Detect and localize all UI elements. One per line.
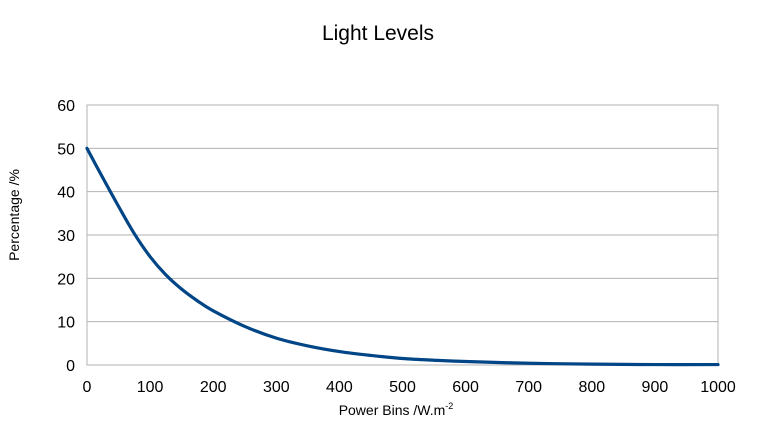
series-layer xyxy=(85,146,720,367)
x-axis-label-base: Power Bins /W.m xyxy=(339,402,446,418)
y-axis-label: Percentage /% xyxy=(6,169,22,261)
y-tick-label: 10 xyxy=(57,315,75,332)
y-tick-label: 20 xyxy=(57,271,75,288)
x-axis-ticks: 0 100 200 300 400 500 600 700 800 900 1000 xyxy=(83,379,736,396)
x-tick-label: 600 xyxy=(452,379,479,396)
y-tick-label: 40 xyxy=(57,185,75,202)
chart-title: Light Levels xyxy=(322,22,434,45)
x-tick-label: 400 xyxy=(326,379,353,396)
x-axis-label-superscript: -2 xyxy=(445,401,453,411)
x-tick-label: 500 xyxy=(389,379,416,396)
x-tick-label: 300 xyxy=(263,379,290,396)
x-tick-label: 0 xyxy=(83,379,92,396)
x-tick-label: 900 xyxy=(642,379,669,396)
grid-lines xyxy=(87,104,718,366)
x-tick-label: 700 xyxy=(515,379,542,396)
y-axis-ticks: 0 10 20 30 40 50 60 xyxy=(57,98,75,375)
y-tick-label: 60 xyxy=(57,98,75,115)
series-line-0 xyxy=(85,146,720,367)
x-tick-label: 1000 xyxy=(700,379,736,396)
plot-area xyxy=(86,104,719,366)
x-tick-label: 100 xyxy=(137,379,164,396)
y-tick-label: 30 xyxy=(57,228,75,245)
x-tick-label: 200 xyxy=(200,379,227,396)
y-tick-label: 50 xyxy=(57,141,75,158)
x-tick-label: 800 xyxy=(578,379,605,396)
y-tick-label: 0 xyxy=(66,358,75,375)
x-axis-label: Power Bins /W.m-2 xyxy=(339,401,454,418)
